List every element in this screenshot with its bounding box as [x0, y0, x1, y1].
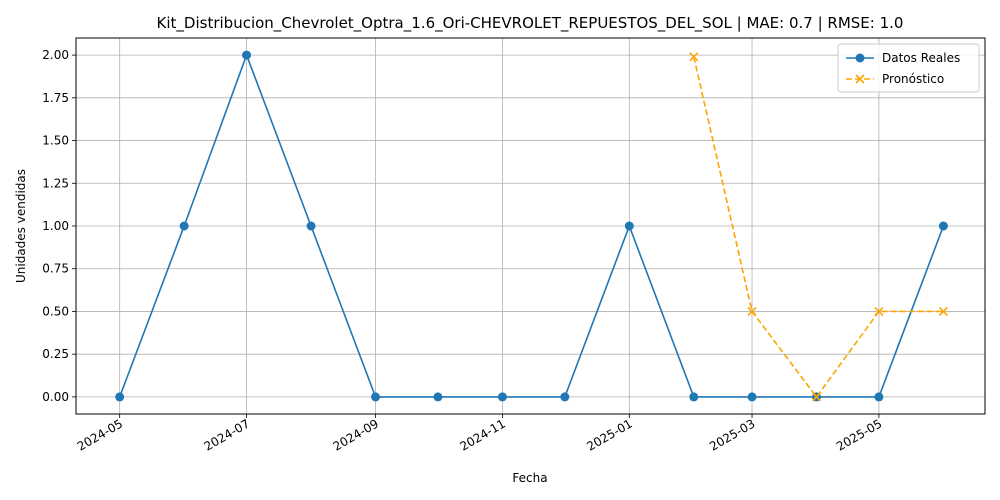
- y-tick-label: 1.75: [42, 91, 69, 105]
- legend-marker-datos-reales: [855, 53, 865, 63]
- x-tick-label: 2025-03: [707, 416, 757, 453]
- y-tick-label: 0.75: [42, 262, 69, 276]
- x-tick-label: 2024-09: [331, 416, 381, 453]
- y-tick-label: 0.25: [42, 347, 69, 361]
- data-point-datos-reales: [560, 392, 570, 402]
- data-point-datos-reales: [624, 221, 634, 231]
- data-point-pronostico: [874, 306, 884, 317]
- data-point-datos-reales: [747, 392, 757, 402]
- y-axis: 0.00 0.25 0.50 0.75 1.00 1.25 1.50 1.75 2.00: [42, 48, 76, 404]
- y-tick-label: 0.50: [42, 304, 69, 318]
- y-axis-label: Unidades vendidas: [14, 169, 28, 283]
- data-point-datos-reales: [433, 392, 443, 402]
- series-group: [115, 50, 948, 402]
- data-point-pronostico: [747, 306, 757, 317]
- data-point-datos-reales: [115, 392, 125, 402]
- data-point-datos-reales: [874, 392, 884, 402]
- y-tick-label: 1.25: [42, 176, 69, 190]
- legend-frame: [837, 43, 980, 93]
- y-tick-label: 1.50: [42, 134, 69, 148]
- x-tick-label: 2025-05: [834, 416, 884, 453]
- data-point-datos-reales: [242, 50, 252, 60]
- data-point-datos-reales: [497, 392, 507, 402]
- x-tick-label: 2024-07: [202, 416, 252, 453]
- data-point-pronostico: [938, 306, 948, 317]
- data-point-pronostico: [689, 52, 699, 62]
- legend-label-datos-reales: Datos Reales: [882, 51, 960, 65]
- y-tick-label: 2.00: [42, 48, 69, 62]
- grid: [76, 38, 985, 414]
- x-axis-label: Fecha: [512, 471, 547, 485]
- data-point-datos-reales: [371, 392, 381, 402]
- legend-label-pronostico: Pronóstico: [882, 72, 944, 86]
- data-point-datos-reales: [179, 221, 189, 231]
- series-line-pronostico: [693, 56, 944, 399]
- y-tick-label: 0.00: [42, 390, 69, 404]
- x-tick-label: 2024-11: [457, 416, 507, 453]
- x-tick-label: 2024-05: [75, 416, 125, 453]
- legend: Datos Reales Pronóstico: [837, 43, 980, 93]
- series-line-datos-reales: [118, 52, 945, 398]
- data-point-datos-reales: [306, 221, 316, 231]
- y-tick-label: 1.00: [42, 219, 69, 233]
- data-point-pronostico: [811, 392, 822, 402]
- data-point-datos-reales: [938, 221, 948, 231]
- x-tick-label: 2025-01: [584, 416, 634, 453]
- legend-marker-pronostico: [855, 74, 865, 84]
- x-axis: 2024-05 2024-07 2024-09 2024-11 2025-01 2025-…: [75, 414, 884, 454]
- chart-title: Kit_Distribucion_Chevrolet_Optra_1.6_Ori…: [157, 14, 904, 33]
- data-point-datos-reales: [689, 392, 699, 402]
